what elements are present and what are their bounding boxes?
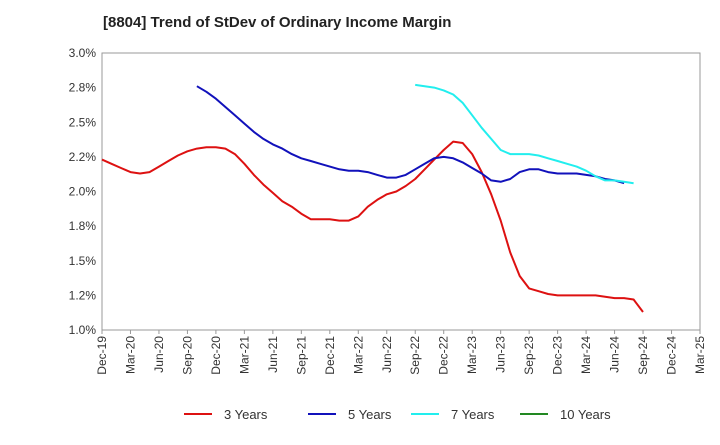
x-tick-label: Sep-24 xyxy=(636,336,650,375)
y-tick-label: 1.8% xyxy=(69,219,97,233)
x-tick-label: Sep-22 xyxy=(408,336,422,375)
series-line-7-years xyxy=(415,83,634,185)
chart-title: [8804] Trend of StDev of Ordinary Income… xyxy=(103,14,452,31)
axes xyxy=(101,52,701,331)
x-tick-label: Jun-21 xyxy=(266,336,280,373)
x-tick-label: Jun-23 xyxy=(494,336,508,373)
plot-area xyxy=(101,52,701,331)
y-axis-ticks: 1.0% 1.2% 1.5% 1.8% 2.0% 2.2% 2.5% 2.8% 3.0% xyxy=(69,46,97,337)
x-tick-label: Mar-22 xyxy=(351,336,365,374)
legend-item: 3 Years xyxy=(184,407,268,422)
y-tick-label: 3.0% xyxy=(69,46,97,60)
x-tick-label: Sep-21 xyxy=(294,336,308,375)
series-line-3-years xyxy=(101,140,644,313)
x-tick-label: Sep-20 xyxy=(180,336,194,375)
y-tick-label: 2.2% xyxy=(69,150,97,164)
legend-item: 5 Years xyxy=(308,407,392,422)
x-tick-label: Dec-24 xyxy=(665,336,679,375)
y-tick-label: 2.5% xyxy=(69,115,97,129)
legend-item: 10 Years xyxy=(520,407,611,422)
legend-item: 7 Years xyxy=(411,407,495,422)
legend-label: 5 Years xyxy=(348,407,392,422)
x-tick-label: Sep-23 xyxy=(522,336,536,375)
x-axis-ticks: Dec-19 Mar-20 Jun-20 Sep-20 Dec-20 Mar-21 Jun-… xyxy=(95,330,707,375)
x-tick-label: Mar-24 xyxy=(579,336,593,374)
x-tick-label: Dec-20 xyxy=(209,336,223,375)
series-line-5-years xyxy=(196,85,625,185)
y-tick-label: 1.2% xyxy=(69,288,97,302)
x-tick-label: Mar-20 xyxy=(123,336,137,374)
x-tick-label: Jun-24 xyxy=(608,336,622,373)
legend-label: 3 Years xyxy=(224,407,268,422)
x-tick-label: Mar-25 xyxy=(693,336,707,374)
y-tick-label: 1.5% xyxy=(69,254,97,268)
x-tick-label: Dec-22 xyxy=(437,336,451,375)
y-tick-label: 2.0% xyxy=(69,185,97,199)
x-tick-label: Dec-19 xyxy=(95,336,109,375)
x-tick-label: Mar-23 xyxy=(465,336,479,374)
y-tick-label: 1.0% xyxy=(69,323,97,337)
x-tick-label: Mar-21 xyxy=(237,336,251,374)
x-tick-label: Dec-21 xyxy=(323,336,337,375)
x-tick-label: Jun-20 xyxy=(152,336,166,373)
x-tick-label: Jun-22 xyxy=(380,336,394,373)
x-tick-label: Dec-23 xyxy=(551,336,565,375)
legend-label: 7 Years xyxy=(451,407,495,422)
series-lines xyxy=(101,83,644,313)
legend-label: 10 Years xyxy=(560,407,611,422)
legend: 3 Years 5 Years 7 Years 10 Years xyxy=(184,407,611,422)
y-tick-label: 2.8% xyxy=(69,81,97,95)
